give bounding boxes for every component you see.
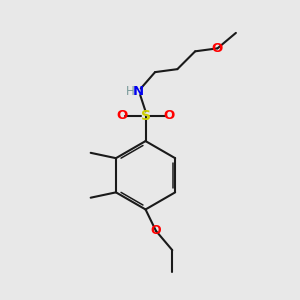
Text: O: O [164,109,175,122]
Text: O: O [151,224,161,237]
Text: O: O [212,42,223,55]
Text: H: H [126,85,135,98]
Text: N: N [133,85,144,98]
Text: S: S [140,109,151,123]
Text: O: O [116,109,128,122]
